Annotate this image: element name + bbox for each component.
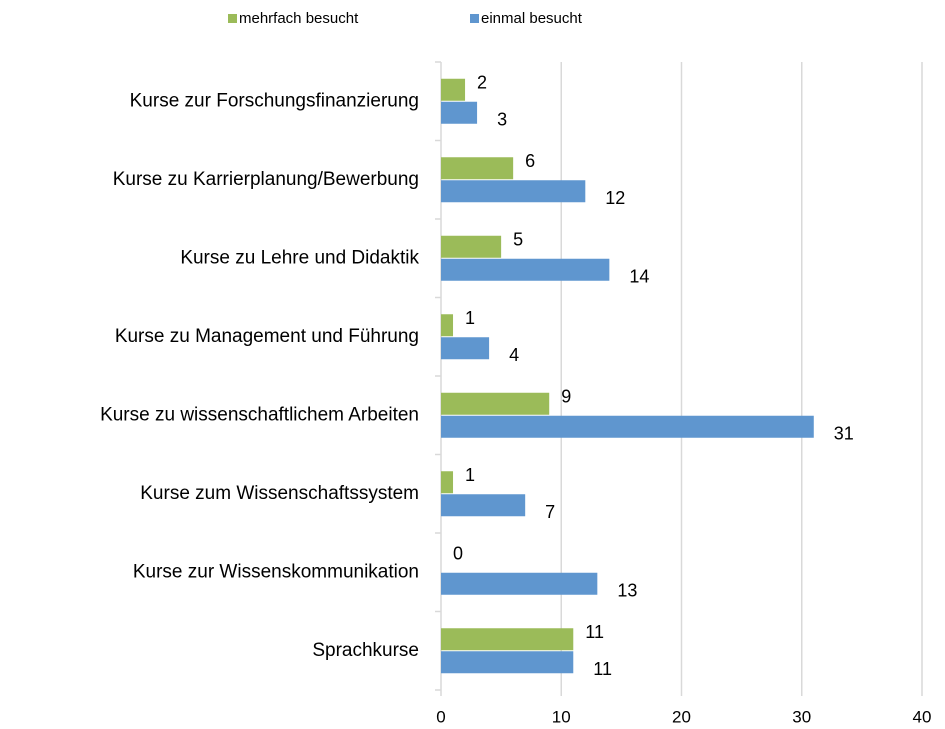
data-label: 11 xyxy=(593,659,612,679)
bar xyxy=(441,157,514,180)
data-label: 1 xyxy=(465,465,475,485)
bar xyxy=(441,180,586,203)
bar xyxy=(441,494,526,517)
bar xyxy=(441,415,814,438)
bar xyxy=(441,471,454,494)
x-tick-label: 10 xyxy=(552,707,571,726)
data-label: 31 xyxy=(834,424,854,444)
data-label: 12 xyxy=(605,188,625,208)
legend-swatch xyxy=(228,14,237,23)
bar xyxy=(441,258,610,281)
bar xyxy=(441,572,598,595)
bar xyxy=(441,651,574,674)
x-tick-label: 20 xyxy=(672,707,691,726)
data-label: 5 xyxy=(513,230,523,250)
y-tick-label: Sprachkurse xyxy=(312,640,419,661)
data-label: 1 xyxy=(465,308,475,328)
legend-label: mehrfach besucht xyxy=(239,10,359,27)
bar xyxy=(441,235,502,258)
bar xyxy=(441,337,490,360)
bar xyxy=(441,314,454,337)
bar xyxy=(441,78,466,101)
data-label: 11 xyxy=(585,622,604,642)
data-label: 14 xyxy=(629,267,649,287)
y-tick-label: Kurse zum Wissenschaftssystem xyxy=(140,483,419,504)
bar xyxy=(441,392,550,415)
data-label: 13 xyxy=(617,581,637,601)
y-tick-label: Kurse zur Forschungsfinanzierung xyxy=(130,90,419,111)
x-tick-label: 0 xyxy=(436,707,445,726)
bar xyxy=(441,628,574,651)
data-label: 4 xyxy=(509,345,519,365)
y-tick-label: Kurse zu Lehre und Didaktik xyxy=(180,247,419,268)
x-tick-label: 40 xyxy=(913,707,932,726)
data-label: 6 xyxy=(525,151,535,171)
legend-swatch xyxy=(470,14,479,23)
data-label: 7 xyxy=(545,502,555,522)
data-label: 2 xyxy=(477,73,487,93)
x-tick-label: 30 xyxy=(792,707,811,726)
legend-label: einmal besucht xyxy=(481,10,583,27)
y-tick-label: Kurse zu wissenschaftlichem Arbeiten xyxy=(100,404,419,425)
y-tick-label: Kurse zu Karrierplanung/Bewerbung xyxy=(113,169,419,190)
y-tick-label: Kurse zur Wissenskommunikation xyxy=(133,561,419,582)
y-tick-label: Kurse zu Management und Führung xyxy=(115,326,419,347)
data-label: 9 xyxy=(561,387,571,407)
data-label: 3 xyxy=(497,110,507,130)
data-label: 0 xyxy=(453,544,463,564)
bar xyxy=(441,101,478,124)
